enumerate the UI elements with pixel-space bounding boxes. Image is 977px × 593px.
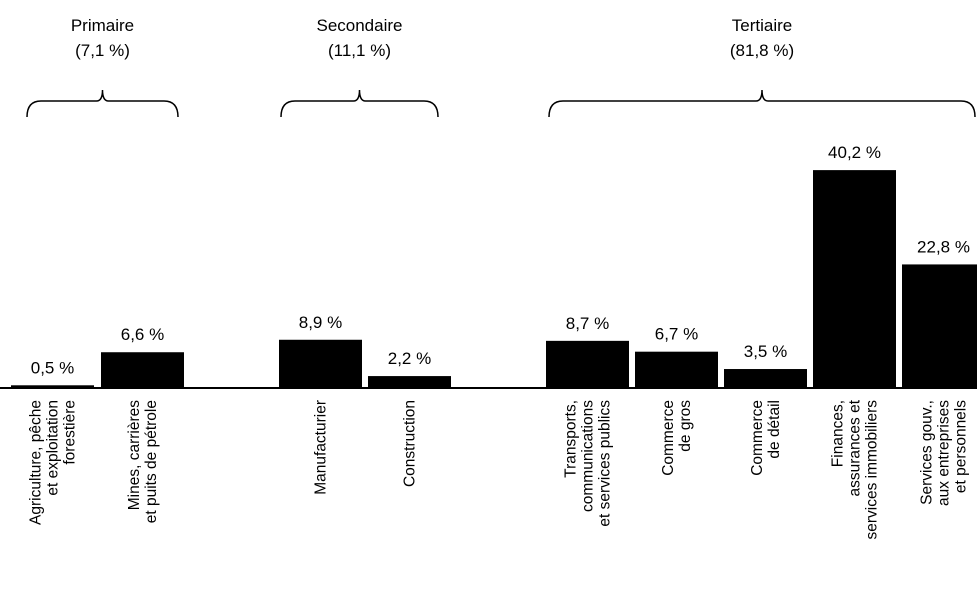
bar-2 xyxy=(279,339,362,388)
bar-3 xyxy=(368,376,451,388)
group-brace-0 xyxy=(26,89,179,118)
category-label-4-line-0: Transports, xyxy=(563,400,580,478)
group-share-1: (11,1 %) xyxy=(328,41,391,60)
category-label-2-line-0: Manufacturier xyxy=(313,400,330,495)
category-label-3: Construction xyxy=(402,400,419,487)
category-label-0-line-0: Agriculture, pêche xyxy=(28,400,45,525)
data-label-1: 6,6 % xyxy=(121,325,164,344)
group-brace-2 xyxy=(548,89,976,118)
data-label-3: 2,2 % xyxy=(388,349,431,368)
category-label-1-line-0: Mines, carrières xyxy=(126,400,143,510)
group-name-1: Secondaire xyxy=(316,16,402,35)
category-label-0: Agriculture, pêche et exploitation foresti… xyxy=(28,400,79,525)
bar-4 xyxy=(546,340,629,388)
category-label-0-line-2: forestière xyxy=(62,400,79,465)
category-label-0-line-1: et exploitation xyxy=(45,400,62,496)
category-label-1-line-1: et puits de pétrole xyxy=(143,400,160,523)
data-label-2: 8,9 % xyxy=(299,313,342,332)
group-share-0: (7,1 %) xyxy=(75,41,130,60)
category-label-7-line-1: assurances et xyxy=(847,399,864,496)
category-label-6-line-0: Commerce xyxy=(749,400,766,476)
category-label-7-line-0: Finances, xyxy=(830,400,847,467)
category-label-4-line-1: communications xyxy=(580,400,597,512)
group-share-2: (81,8 %) xyxy=(730,41,794,60)
category-label-3-line-0: Construction xyxy=(402,400,419,487)
category-label-7-line-2: services immobiliers xyxy=(864,400,881,540)
data-label-8: 22,8 % xyxy=(917,237,970,256)
category-label-6-line-1: de détail xyxy=(766,400,783,459)
bar-1 xyxy=(101,352,184,388)
category-label-7: Finances, assurances et services immobilie… xyxy=(830,399,881,539)
group-brace-1 xyxy=(280,89,439,118)
category-label-2: Manufacturier xyxy=(313,400,330,495)
bar-5 xyxy=(635,351,718,388)
bar-8 xyxy=(902,264,977,388)
data-label-0: 0,5 % xyxy=(31,358,74,377)
group-name-0: Primaire xyxy=(71,16,134,35)
category-label-6: Commerce de détail xyxy=(749,400,783,476)
category-label-5: Commerce de gros xyxy=(660,400,694,476)
data-label-4: 8,7 % xyxy=(566,314,609,333)
category-label-8-line-0: Services gouv., xyxy=(919,400,936,505)
data-label-7: 40,2 % xyxy=(828,143,881,162)
category-label-1: Mines, carrières et puits de pétrole xyxy=(126,400,160,523)
bar-7 xyxy=(813,170,896,388)
category-label-4: Transports, communications et services pub… xyxy=(563,400,614,527)
category-label-8-line-1: aux entreprises xyxy=(936,400,953,506)
category-label-5-line-1: de gros xyxy=(677,400,694,452)
data-label-6: 3,5 % xyxy=(744,342,787,361)
category-label-4-line-2: et services publics xyxy=(597,400,614,527)
category-label-8: Services gouv., aux entreprises et personn… xyxy=(919,400,970,506)
group-name-2: Tertiaire xyxy=(732,16,792,35)
data-label-5: 6,7 % xyxy=(655,325,698,344)
category-label-8-line-2: et personnels xyxy=(953,400,970,493)
category-label-5-line-0: Commerce xyxy=(660,400,677,476)
bar-6 xyxy=(724,369,807,388)
bar-0 xyxy=(11,385,94,388)
